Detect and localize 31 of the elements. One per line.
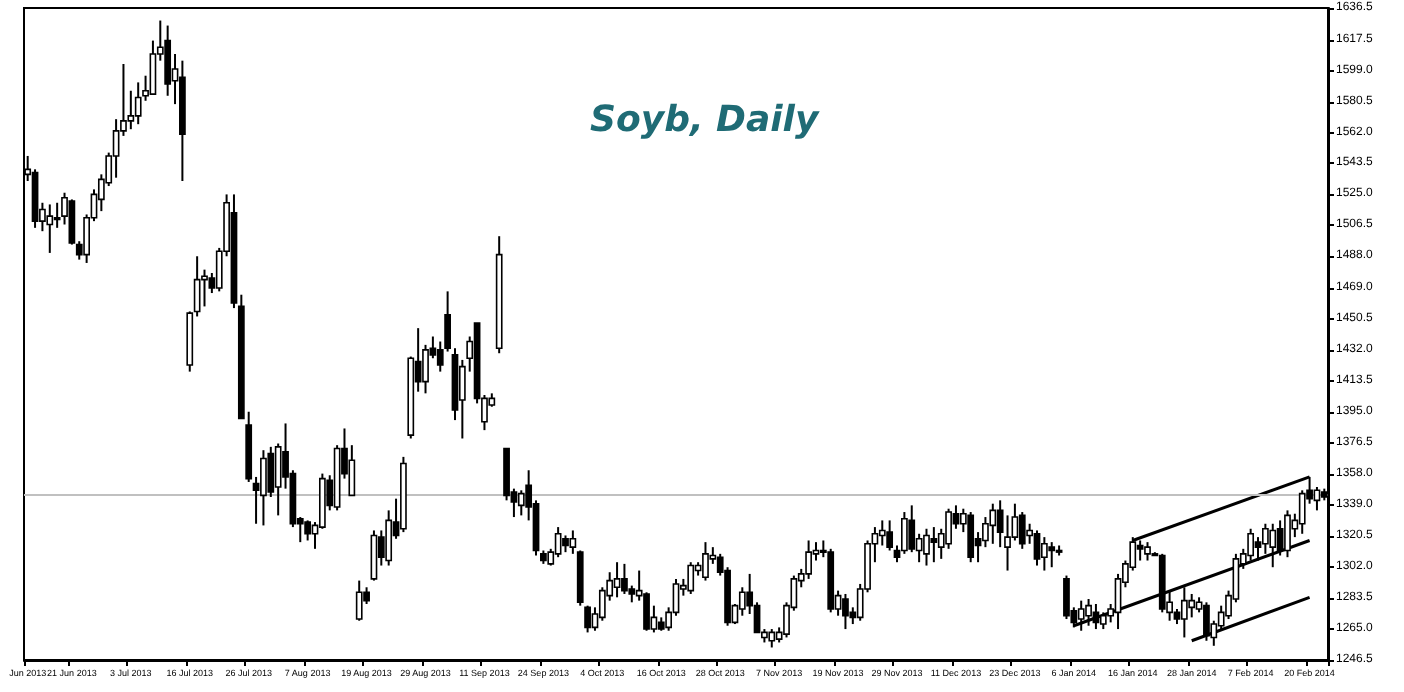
candlestick <box>584 604 591 634</box>
candlestick <box>1144 541 1151 562</box>
candlestick <box>923 527 930 567</box>
candlestick <box>842 592 849 631</box>
candlestick <box>805 539 812 580</box>
candlestick <box>989 502 997 545</box>
candlestick <box>1048 541 1056 569</box>
candlestick <box>164 24 172 97</box>
candlestick <box>967 511 975 564</box>
candlestick <box>930 526 938 564</box>
candlestick <box>613 561 621 599</box>
candlestick <box>1040 536 1048 572</box>
candlestick <box>46 203 54 254</box>
candlestick <box>908 504 916 554</box>
candlestick <box>355 579 363 622</box>
candlestick <box>260 449 267 527</box>
candlestick <box>768 628 776 649</box>
candlestick <box>702 541 709 582</box>
candlestick <box>1063 574 1070 621</box>
candlestick <box>554 526 562 559</box>
candlestick <box>687 561 695 595</box>
text: Soyb, Daily <box>590 99 821 141</box>
candlestick <box>901 511 908 555</box>
candlestick <box>621 562 628 595</box>
candlestick <box>1188 592 1196 619</box>
candlestick <box>53 201 61 229</box>
candlestick <box>1018 511 1026 550</box>
candlestick <box>134 81 142 126</box>
candlestick <box>1033 529 1041 567</box>
candlestick <box>517 489 525 517</box>
candlestick <box>304 519 312 542</box>
